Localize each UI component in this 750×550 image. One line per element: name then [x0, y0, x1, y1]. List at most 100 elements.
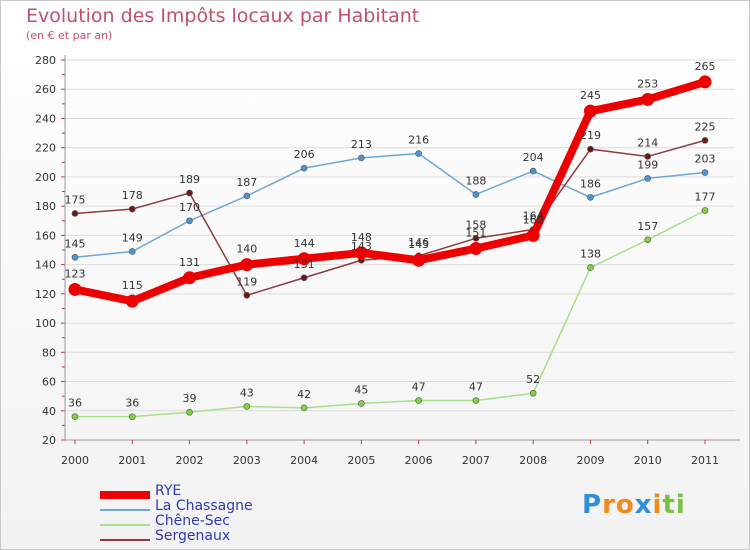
data-point: [68, 282, 82, 296]
logo-letter: i: [652, 490, 663, 520]
data-point: [71, 413, 79, 420]
data-label: 213: [351, 138, 372, 151]
data-point: [358, 154, 365, 162]
data-label: 148: [351, 231, 372, 244]
data-point: [587, 194, 594, 201]
data-point: [529, 167, 537, 175]
data-point: [472, 397, 480, 404]
data-point: [529, 389, 537, 397]
data-label: 175: [65, 193, 86, 206]
data-point: [300, 164, 308, 172]
data-point: [415, 397, 422, 404]
logo-letter: i: [675, 490, 686, 520]
legend-label: Sergenaux: [155, 528, 231, 544]
y-tick-label: 20: [42, 434, 56, 447]
logo-letter: P: [582, 490, 603, 520]
series-line-ch-ne-sec: [74, 209, 706, 418]
y-tick-label: 280: [35, 54, 56, 67]
data-label: 177: [695, 191, 716, 204]
x-tick-label: 2009: [576, 454, 604, 467]
data-point: [644, 175, 652, 182]
data-label: 52: [526, 373, 540, 386]
x-tick-label: 2004: [290, 454, 318, 467]
data-label: 158: [465, 218, 486, 231]
legend-label: RYE: [155, 483, 182, 499]
y-tick-label: 160: [35, 229, 56, 242]
data-point: [472, 191, 480, 198]
data-label: 216: [408, 134, 429, 147]
chart-subtitle: (en € et par an): [26, 29, 113, 42]
legend-swatch: [100, 491, 150, 499]
data-point: [186, 408, 193, 416]
data-label: 219: [580, 129, 601, 142]
y-tick-label: 200: [35, 171, 56, 184]
data-label: 143: [351, 240, 372, 253]
y-tick-label: 60: [42, 376, 56, 389]
y-tick-label: 140: [35, 259, 56, 272]
data-point: [415, 150, 422, 157]
logo-letter: o: [615, 490, 635, 520]
data-point: [526, 228, 540, 242]
data-point: [644, 236, 652, 244]
x-tick-label: 2005: [347, 454, 375, 467]
data-point: [583, 104, 597, 118]
data-point: [412, 253, 426, 267]
data-point: [701, 207, 709, 214]
data-label: 36: [68, 397, 82, 410]
legend-item-sergenaux: Sergenaux: [100, 528, 400, 544]
data-label: 140: [236, 243, 257, 256]
x-tick-label: 2002: [176, 454, 204, 467]
data-label: 39: [183, 392, 197, 405]
data-point: [71, 254, 79, 261]
data-label: 119: [236, 275, 257, 288]
legend-swatch: [100, 509, 150, 511]
data-label: 225: [695, 120, 716, 133]
x-tick-label: 2003: [233, 454, 261, 467]
chart-title: Evolution des Impôts locaux par Habitant: [26, 5, 420, 27]
series-line-rye: [71, 77, 709, 306]
data-point: [701, 169, 709, 176]
data-point: [240, 258, 254, 272]
x-tick-label: 2010: [634, 454, 662, 467]
data-point: [472, 235, 480, 242]
data-point: [183, 271, 197, 285]
data-label: 160: [523, 213, 544, 226]
data-label: 157: [637, 220, 658, 233]
y-tick-label: 220: [35, 142, 56, 155]
data-label: 253: [637, 77, 658, 90]
data-label: 178: [122, 189, 143, 202]
data-label: 206: [294, 148, 315, 161]
data-point: [698, 75, 712, 89]
data-label: 170: [179, 201, 200, 214]
x-tick-label: 2006: [405, 454, 433, 467]
data-label: 145: [65, 237, 86, 250]
data-point: [243, 403, 251, 410]
y-tick-label: 120: [35, 288, 56, 301]
data-point: [587, 264, 594, 271]
data-point: [587, 145, 594, 153]
y-tick-label: 100: [35, 317, 56, 330]
data-label: 164: [523, 210, 544, 223]
data-label: 43: [240, 386, 254, 399]
x-tick-label: 2001: [118, 454, 146, 467]
data-point: [641, 92, 655, 106]
x-tick-label: 2011: [691, 454, 719, 467]
data-point: [186, 189, 193, 197]
data-label: 204: [523, 151, 544, 164]
data-label: 214: [637, 136, 658, 149]
data-point: [243, 292, 251, 299]
data-label: 188: [465, 174, 486, 187]
data-point: [297, 252, 311, 266]
data-point: [125, 294, 139, 308]
legend-label: La Chassagne: [155, 498, 253, 514]
data-label: 138: [580, 248, 601, 261]
logo-letter: t: [662, 490, 676, 520]
data-point: [644, 153, 652, 160]
data-point: [243, 192, 251, 200]
data-point: [358, 400, 365, 407]
data-point: [71, 210, 79, 217]
data-point: [469, 242, 483, 256]
data-label: 187: [236, 176, 257, 189]
